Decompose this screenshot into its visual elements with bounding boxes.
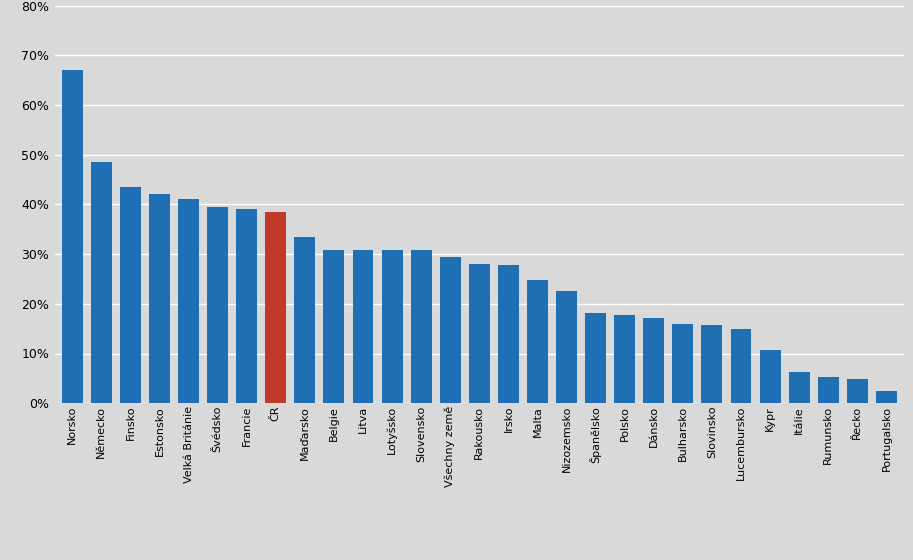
Bar [498,265,519,403]
Bar [149,194,170,403]
Bar [527,280,548,403]
Bar [90,162,111,403]
Bar [847,379,868,403]
Bar [585,312,606,403]
Bar [556,291,577,403]
Bar [236,209,257,403]
Bar [818,377,839,403]
Bar [294,237,315,403]
Bar [876,391,897,403]
Bar [207,207,228,403]
Bar [760,349,781,403]
Bar [352,250,373,403]
Bar [701,325,722,403]
Bar [266,212,287,403]
Bar [411,250,432,403]
Bar [440,256,461,403]
Bar [672,324,693,403]
Bar [382,250,403,403]
Bar [178,199,199,403]
Bar [469,264,489,403]
Bar [789,372,810,403]
Bar [644,318,665,403]
Bar [614,315,635,403]
Bar [323,250,344,403]
Bar [62,70,83,403]
Bar [120,187,141,403]
Bar [730,329,751,403]
